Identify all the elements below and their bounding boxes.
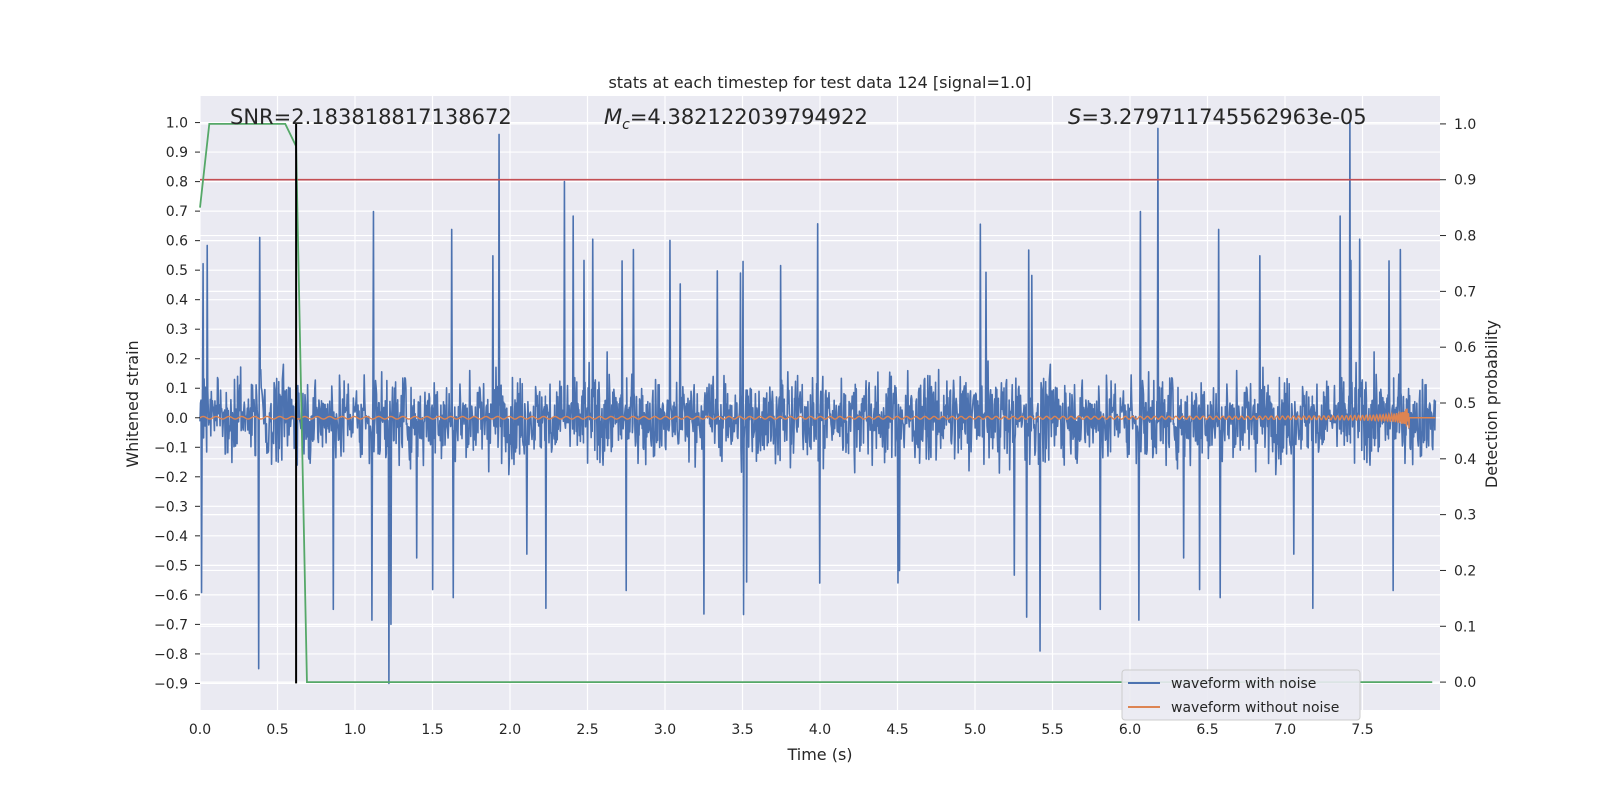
left-tick-label: 0.9 [166, 145, 188, 161]
x-tick-label: 1.0 [344, 722, 366, 738]
left-tick-label: −0.1 [154, 440, 188, 456]
x-tick-label: 6.0 [1119, 722, 1141, 738]
x-tick-label: 2.5 [576, 722, 598, 738]
right-tick-label: 0.3 [1454, 508, 1476, 524]
waveform-without-noise-line [199, 408, 1436, 429]
right-tick-label: 0.2 [1454, 563, 1476, 579]
left-tick-label: 0.1 [166, 381, 188, 397]
left-tick-label: 0.7 [166, 204, 188, 220]
x-tick-label: 5.0 [964, 722, 986, 738]
left-tick-label: −0.5 [154, 558, 188, 574]
waveform-with-noise-line [199, 121, 1437, 685]
x-axis-label: Time (s) [786, 745, 852, 764]
x-tick-label: 7.0 [1274, 722, 1296, 738]
chirp-mass-subscript: c [622, 117, 630, 133]
left-tick-label: −0.7 [154, 617, 188, 633]
legend-box [1121, 669, 1361, 721]
left-tick-label: 1.0 [166, 116, 188, 132]
left-tick-label: 0.4 [166, 293, 188, 309]
signal-series [199, 408, 1436, 429]
s-annotation: S=3.279711745562963e-05 [1068, 105, 1367, 129]
detection-probability-line [199, 123, 1433, 683]
x-tick-label: 0.0 [189, 722, 211, 738]
x-tick-label: 3.0 [654, 722, 676, 738]
y-axis-label-right: Detection probability [1482, 320, 1501, 488]
noise-series [199, 121, 1437, 685]
left-axis-ticks: 1.0 0.9 0.8 0.7 0.6 0.5 0.4 0.3 0.2 0.1 0.0 −0.1 −0.… [154, 116, 200, 692]
left-tick-label: −0.9 [154, 676, 188, 692]
chart-title: stats at each timestep for test data 124… [608, 73, 1031, 92]
right-tick-label: 0.5 [1454, 396, 1476, 412]
left-tick-label: −0.6 [154, 588, 188, 604]
x-tick-label: 6.5 [1196, 722, 1218, 738]
snr-annotation: SNR=2.183818817138672 [230, 105, 512, 129]
right-tick-label: 0.7 [1454, 284, 1476, 300]
left-tick-label: −0.4 [154, 529, 188, 545]
right-tick-label: 0.8 [1454, 229, 1476, 245]
right-tick-label: 1.0 [1454, 117, 1476, 133]
x-tick-label: 4.0 [809, 722, 831, 738]
right-tick-label: 0.6 [1454, 340, 1476, 356]
x-tick-label: 4.5 [886, 722, 908, 738]
s-symbol: S [1068, 105, 1081, 129]
x-tick-label: 7.5 [1351, 722, 1373, 738]
right-tick-label: 0.4 [1454, 452, 1476, 468]
left-tick-label: −0.3 [154, 499, 188, 515]
y-axis-label-left: Whitened strain [123, 340, 142, 467]
overlay-lines [199, 122, 1440, 684]
left-tick-label: −0.2 [154, 470, 188, 486]
right-tick-label: 0.0 [1454, 675, 1476, 691]
left-tick-label: 0.2 [166, 352, 188, 368]
right-tick-label: 0.9 [1454, 173, 1476, 189]
x-axis-ticks: 0.0 0.5 1.0 1.5 2.0 2.5 3.0 3.5 4.0 4.5 5.0 5.5 6.0 6… [189, 722, 1374, 738]
left-tick-label: 0.6 [166, 234, 188, 250]
right-tick-label: 0.1 [1454, 619, 1476, 635]
left-tick-label: 0.3 [166, 322, 188, 338]
x-tick-label: 1.5 [421, 722, 443, 738]
chirp-mass-value: =4.382122039794922 [630, 105, 868, 129]
legend-label-clean: waveform without noise [1171, 700, 1339, 716]
left-tick-label: 0.5 [166, 263, 188, 279]
s-value: =3.279711745562963e-05 [1081, 105, 1366, 129]
left-tick-label: −0.8 [154, 647, 188, 663]
left-tick-label: 0.0 [166, 411, 188, 427]
legend-label-noise: waveform with noise [1171, 676, 1316, 692]
chirp-mass-symbol: M [604, 105, 622, 129]
chirp-mass-annotation: Mc=4.382122039794922 [604, 105, 868, 133]
x-tick-label: 5.5 [1041, 722, 1063, 738]
left-tick-label: 0.8 [166, 175, 188, 191]
x-tick-label: 3.5 [731, 722, 753, 738]
x-tick-label: 0.5 [266, 722, 288, 738]
legend: waveform with noise waveform without noi… [1121, 669, 1361, 721]
right-axis-ticks: 1.0 0.9 0.8 0.7 0.6 0.5 0.4 0.3 0.2 0.1 0.0 [1440, 117, 1476, 691]
x-tick-label: 2.0 [499, 722, 521, 738]
